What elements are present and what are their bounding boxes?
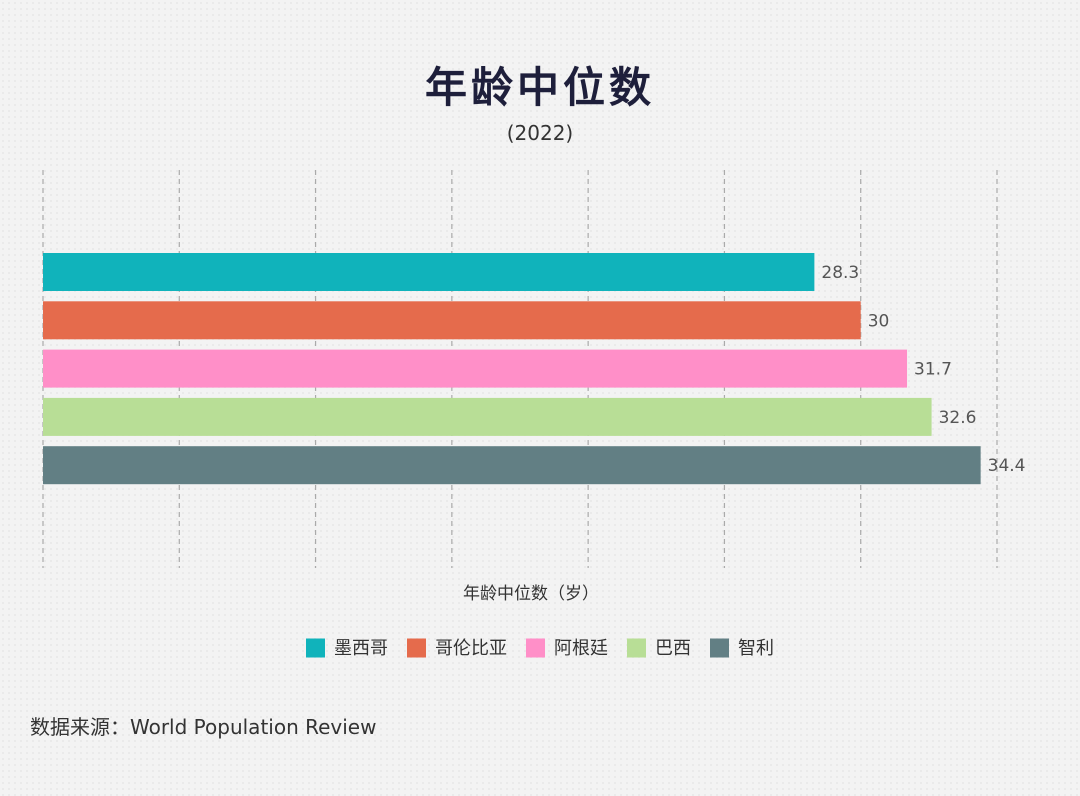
bars: [43, 253, 981, 485]
legend-item: 智利: [710, 638, 774, 659]
x-axis-label: 年龄中位数（岁）: [463, 584, 599, 604]
chart-subtitle: (2022): [507, 121, 574, 145]
bar: [43, 253, 815, 291]
bar: [43, 446, 981, 485]
legend-swatch: [710, 638, 729, 658]
legend-label: 阿根廷: [554, 638, 608, 659]
legend-swatch: [306, 638, 325, 658]
legend-label: 巴西: [655, 638, 691, 659]
legend-item: 阿根廷: [526, 638, 608, 659]
bar: [43, 397, 932, 436]
data-label: 31.7: [914, 360, 952, 380]
legend-swatch: [407, 638, 426, 658]
data-label: 30: [868, 311, 890, 331]
bar: [43, 349, 908, 388]
legend-item: 哥伦比亚: [407, 638, 507, 659]
chart-title: 年龄中位数: [425, 63, 655, 112]
legend-swatch: [627, 638, 646, 658]
data-label: 32.6: [939, 408, 977, 428]
legend-item: 墨西哥: [306, 638, 388, 659]
legend: 墨西哥 哥伦比亚 阿根廷 巴西 智利: [306, 638, 774, 659]
data-label: 34.4: [988, 456, 1026, 476]
value-labels: 28.3 30 31.7 32.6 34.4: [821, 263, 1025, 476]
bar: [43, 301, 861, 340]
legend-item: 巴西: [627, 638, 691, 659]
legend-label: 智利: [738, 638, 774, 659]
source-note: 数据来源：World Population Review: [30, 715, 376, 739]
data-label: 28.3: [821, 263, 859, 283]
legend-label: 墨西哥: [334, 638, 388, 659]
legend-label: 哥伦比亚: [435, 638, 507, 659]
legend-swatch: [526, 638, 545, 658]
